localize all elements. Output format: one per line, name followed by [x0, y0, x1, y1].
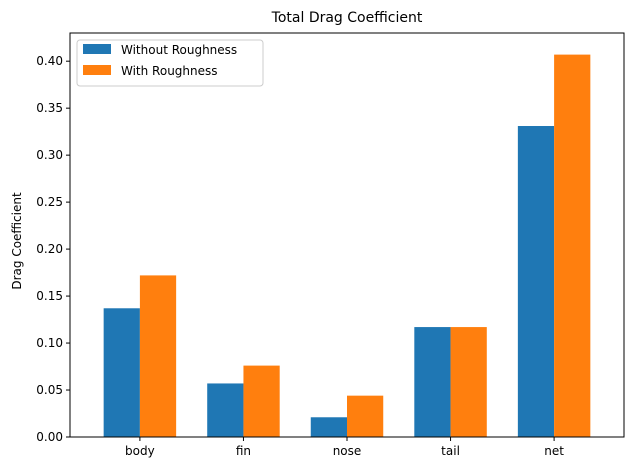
x-tick-label-tail: tail: [441, 444, 460, 458]
y-ticks: 0.00 0.05 0.10 0.15 0.20 0.25 0.30 0.35 0.40: [36, 54, 70, 444]
bar-with-roughness-tail: [450, 327, 487, 437]
x-tick-label-body: body: [125, 444, 155, 458]
y-tick-label: 0.30: [36, 148, 63, 162]
legend-label-without-roughness: Without Roughness: [121, 43, 237, 57]
legend-swatch-with-roughness: [83, 65, 111, 75]
x-ticks: body fin nose tail net: [125, 437, 564, 458]
bar-with-roughness-body: [139, 275, 177, 437]
x-tick-label-fin: fin: [236, 444, 251, 458]
bar-without-roughness-body: [103, 308, 140, 437]
bar-with-roughness-net: [554, 54, 591, 438]
legend-swatch-without-roughness: [83, 44, 111, 54]
legend-box: [76, 39, 264, 87]
bar-without-roughness-tail: [414, 327, 451, 437]
legend: Without Roughness With Roughness: [76, 39, 264, 87]
x-tick-label-net: net: [544, 444, 564, 458]
y-tick-label: 0.05: [36, 383, 63, 397]
y-tick-label: 0.35: [36, 101, 63, 115]
y-tick-label: 0.20: [36, 242, 63, 256]
bars-group: [103, 54, 591, 438]
y-axis-label: Drag Coefficient: [10, 192, 24, 290]
chart-title: Total Drag Coefficient: [271, 10, 423, 26]
bar-without-roughness-fin: [207, 383, 244, 437]
legend-label-with-roughness: With Roughness: [121, 64, 218, 78]
x-tick-label-nose: nose: [333, 444, 362, 458]
y-tick-label: 0.25: [36, 195, 63, 209]
y-tick-label: 0.00: [36, 430, 63, 444]
bar-without-roughness-nose: [310, 417, 347, 437]
bar-with-roughness-fin: [243, 365, 280, 437]
y-tick-label: 0.15: [36, 289, 63, 303]
bar-with-roughness-nose: [347, 395, 384, 437]
y-tick-label: 0.10: [36, 336, 63, 350]
y-tick-label: 0.40: [36, 54, 63, 68]
bar-without-roughness-net: [517, 126, 555, 437]
plot-frame: [69, 32, 625, 438]
